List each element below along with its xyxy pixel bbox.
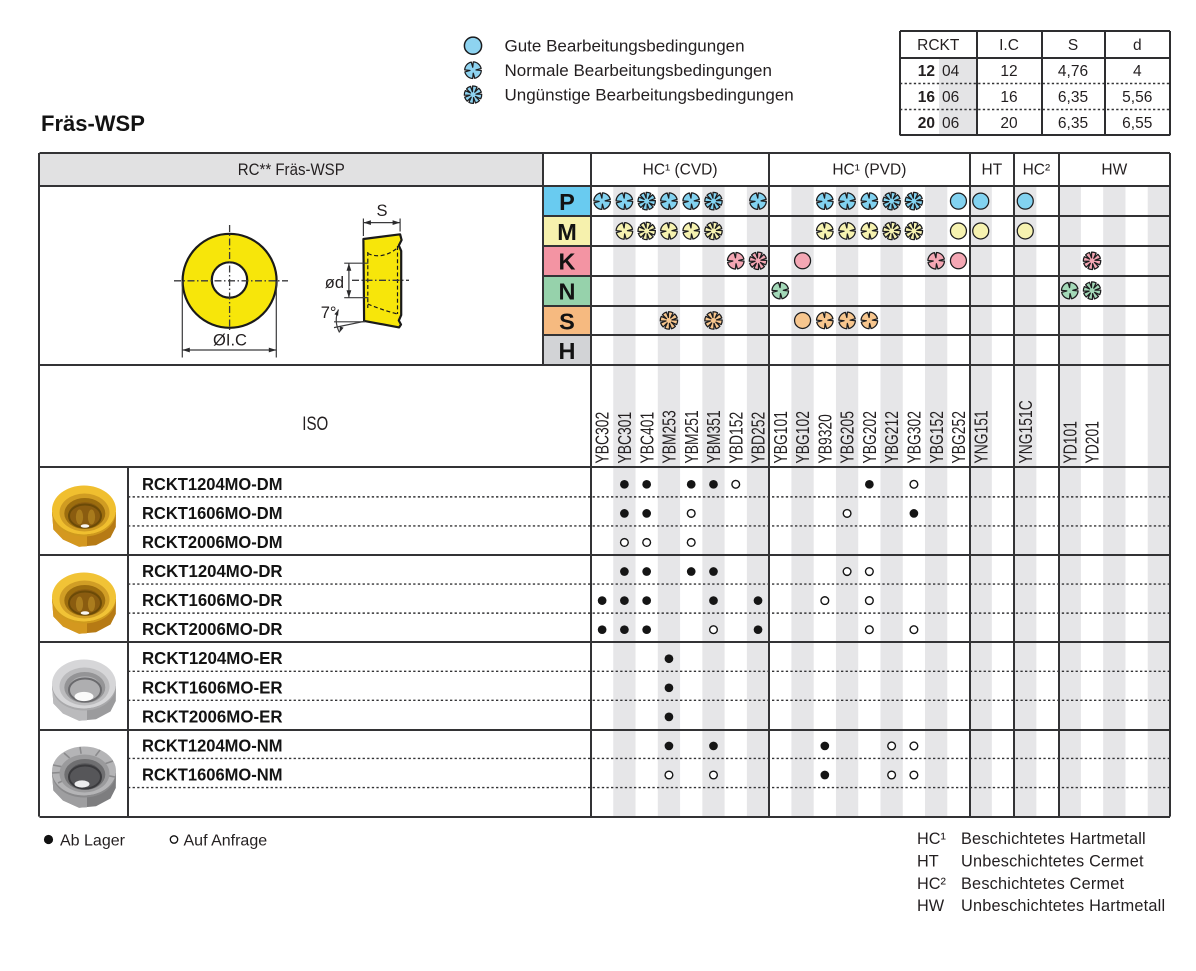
svg-text:YD101: YD101 <box>1061 421 1081 463</box>
svg-text:5,56: 5,56 <box>1122 89 1152 106</box>
svg-text:N: N <box>559 278 576 304</box>
svg-text:4: 4 <box>1133 63 1142 80</box>
svg-text:RCKT1606MO-NM: RCKT1606MO-NM <box>142 765 283 785</box>
svg-text:06: 06 <box>942 115 959 132</box>
svg-text:HT: HT <box>982 162 1003 179</box>
svg-text:Gute Bearbeitungsbedingungen: Gute Bearbeitungsbedingungen <box>505 37 745 56</box>
svg-text:HC¹ (CVD): HC¹ (CVD) <box>643 162 718 179</box>
svg-text:YBG102: YBG102 <box>793 411 813 463</box>
svg-text:20: 20 <box>918 115 935 132</box>
svg-text:Ab Lager: Ab Lager <box>60 833 126 850</box>
svg-text:M: M <box>557 219 577 245</box>
svg-text:YD201: YD201 <box>1083 421 1103 463</box>
svg-text:YBC301: YBC301 <box>615 412 635 464</box>
svg-text:RCKT1204MO-ER: RCKT1204MO-ER <box>142 648 283 668</box>
svg-text:Unbeschichtetes Hartmetall: Unbeschichtetes Hartmetall <box>961 897 1165 915</box>
svg-text:HC¹ (PVD): HC¹ (PVD) <box>832 162 906 179</box>
svg-text:ØI.C: ØI.C <box>213 332 247 350</box>
svg-text:RCKT2006MO-DR: RCKT2006MO-DR <box>142 619 283 639</box>
svg-text:YBG101: YBG101 <box>771 411 791 463</box>
svg-text:Normale Bearbeitungsbedingunge: Normale Bearbeitungsbedingungen <box>505 61 772 80</box>
svg-text:HC¹: HC¹ <box>917 830 947 848</box>
svg-text:YBG252: YBG252 <box>949 411 969 463</box>
svg-text:YB9320: YB9320 <box>816 414 836 463</box>
svg-text:ød: ød <box>325 274 344 292</box>
svg-text:YBG205: YBG205 <box>838 411 858 463</box>
svg-text:YBG202: YBG202 <box>860 411 880 463</box>
svg-text:RC** Fräs-WSP: RC** Fräs-WSP <box>238 160 345 179</box>
svg-text:16: 16 <box>918 89 936 106</box>
svg-text:RCKT1204MO-NM: RCKT1204MO-NM <box>142 735 283 755</box>
svg-text:RCKT1606MO-DR: RCKT1606MO-DR <box>142 590 283 610</box>
svg-text:4,76: 4,76 <box>1058 63 1088 80</box>
svg-text:YBG152: YBG152 <box>927 411 947 463</box>
svg-text:YBM251: YBM251 <box>682 410 702 463</box>
svg-text:K: K <box>559 249 576 275</box>
svg-text:YBC401: YBC401 <box>637 412 657 464</box>
svg-text:YBG212: YBG212 <box>882 411 902 463</box>
svg-text:YBC302: YBC302 <box>593 412 613 464</box>
svg-text:d: d <box>1133 37 1142 54</box>
svg-text:Beschichtetes Cermet: Beschichtetes Cermet <box>961 875 1125 893</box>
svg-text:YNG151C: YNG151C <box>1016 400 1036 463</box>
svg-text:YBG302: YBG302 <box>905 411 925 463</box>
svg-text:P: P <box>559 189 575 215</box>
svg-text:Ungünstige Bearbeitungsbedingu: Ungünstige Bearbeitungsbedingungen <box>505 86 794 105</box>
svg-text:Auf Anfrage: Auf Anfrage <box>184 833 268 850</box>
svg-text:YBD252: YBD252 <box>749 412 769 464</box>
svg-text:7°: 7° <box>321 304 337 322</box>
svg-text:Fräs-WSP: Fräs-WSP <box>41 111 145 136</box>
svg-text:16: 16 <box>1000 89 1017 106</box>
svg-text:12: 12 <box>918 63 935 80</box>
svg-text:6,55: 6,55 <box>1122 115 1152 132</box>
svg-text:RCKT1606MO-DM: RCKT1606MO-DM <box>142 503 283 523</box>
svg-text:Beschichtetes Hartmetall: Beschichtetes Hartmetall <box>961 830 1146 848</box>
svg-text:HC²: HC² <box>1023 162 1051 179</box>
svg-text:S: S <box>1068 37 1078 54</box>
svg-text:06: 06 <box>942 89 959 106</box>
svg-text:HW: HW <box>1101 162 1127 179</box>
svg-text:ISO: ISO <box>302 413 328 435</box>
svg-text:04: 04 <box>942 63 960 80</box>
svg-text:20: 20 <box>1000 115 1018 132</box>
svg-text:RCKT2006MO-ER: RCKT2006MO-ER <box>142 706 283 726</box>
svg-text:Unbeschichtetes Cermet: Unbeschichtetes Cermet <box>961 852 1144 870</box>
svg-text:YBM253: YBM253 <box>660 410 680 463</box>
svg-text:RCKT1606MO-ER: RCKT1606MO-ER <box>142 677 283 697</box>
svg-text:H: H <box>559 338 576 364</box>
svg-text:YNG151: YNG151 <box>971 410 991 463</box>
svg-text:RCKT1204MO-DM: RCKT1204MO-DM <box>142 474 283 494</box>
svg-text:RCKT: RCKT <box>917 37 960 54</box>
svg-text:HT: HT <box>917 852 939 870</box>
svg-text:YBM351: YBM351 <box>704 410 724 463</box>
svg-text:6,35: 6,35 <box>1058 115 1088 132</box>
svg-text:6,35: 6,35 <box>1058 89 1088 106</box>
svg-text:I.C: I.C <box>999 37 1019 54</box>
svg-text:12: 12 <box>1000 63 1017 80</box>
svg-text:HC²: HC² <box>917 875 947 893</box>
svg-text:RCKT2006MO-DM: RCKT2006MO-DM <box>142 532 283 552</box>
svg-text:YBD152: YBD152 <box>727 412 747 464</box>
svg-text:S: S <box>559 308 575 334</box>
svg-text:HW: HW <box>917 897 945 915</box>
svg-text:S: S <box>376 202 387 220</box>
svg-text:RCKT1204MO-DR: RCKT1204MO-DR <box>142 561 283 581</box>
